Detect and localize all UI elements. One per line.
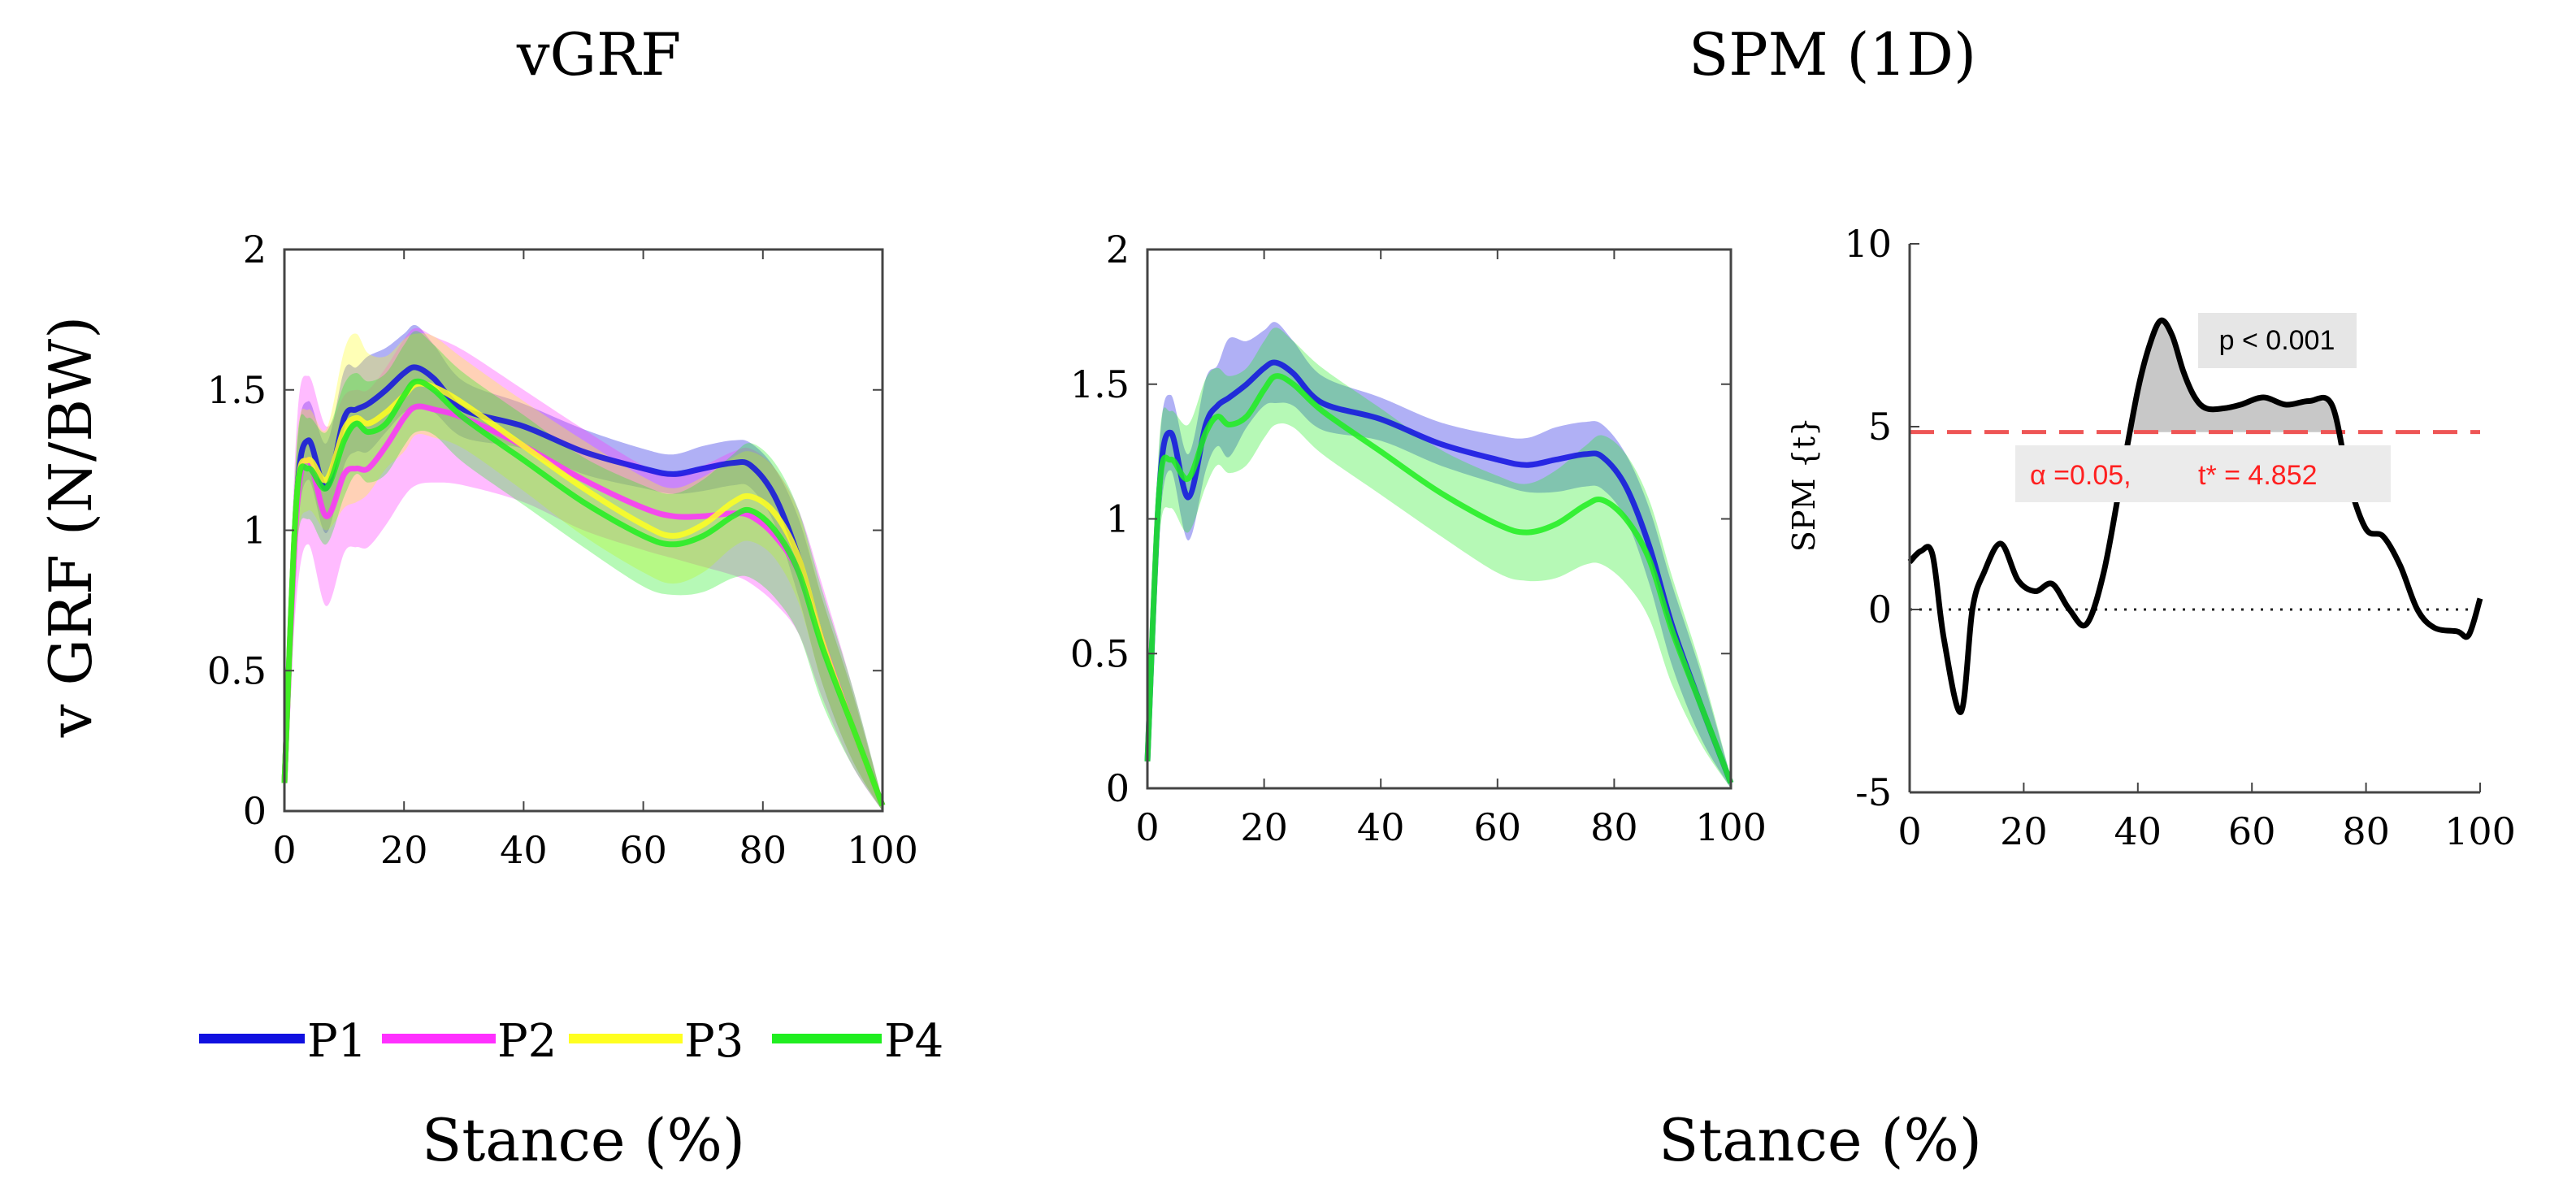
x-tick-label: 80 [739, 828, 787, 872]
legend-label-p2: P2 [497, 1015, 557, 1068]
y-tick-label: 1.5 [1070, 362, 1130, 406]
sd-band-p4 [284, 331, 883, 811]
sd-band-p2 [284, 328, 883, 811]
x-tick-label: 0 [1897, 809, 1921, 853]
legend-item-p1: P1 [199, 1015, 366, 1068]
p-value-annotation: p < 0.001 [2198, 313, 2357, 368]
vgrf-p1-p4-plot: 0 20 40 60 80 100 0 0.5 1 1.5 2 [1070, 228, 1767, 849]
x-tick-label: 20 [1240, 805, 1288, 849]
y-tick-label: 2 [1106, 228, 1130, 271]
x-tick-label: 0 [1135, 805, 1159, 849]
sd-bands [1147, 322, 1731, 789]
title-vgrf: vGRF [516, 20, 681, 89]
sd-band-p1 [1147, 322, 1731, 788]
alpha-text: α =0.05, [2030, 460, 2131, 491]
x-tick-label: 100 [1695, 805, 1767, 849]
x-tick-label: 60 [1474, 805, 1522, 849]
x-tick-label: 40 [1357, 805, 1405, 849]
mean-line-p4 [1144, 373, 1734, 784]
mean-lines [1144, 359, 1734, 784]
x-tick-label: 20 [2000, 809, 2048, 853]
mean-line-p3 [281, 380, 886, 807]
p-value-text: p < 0.001 [2219, 325, 2335, 356]
x-tick-label: 60 [619, 828, 667, 872]
legend-item-p4: P4 [772, 1015, 943, 1068]
supra-threshold-cluster [2130, 320, 2338, 432]
x-tick-label: 40 [500, 828, 548, 872]
y-tick-label: -5 [1855, 770, 1892, 814]
x-tick-label: 0 [272, 828, 296, 872]
x-axis-label-right: Stance (%) [1659, 1106, 1982, 1174]
legend-item-p2: P2 [382, 1015, 557, 1068]
y-axis-label-vgrf: v GRF (N/BW) [37, 316, 105, 738]
y-tick-label: 1.5 [207, 368, 267, 412]
spm-curve [1907, 317, 2483, 715]
x-tick-label: 100 [847, 828, 918, 872]
y-tick-label: 1 [243, 509, 267, 553]
threshold-annotation: α =0.05, t* = 4.852 [2015, 445, 2391, 502]
sd-band-p4 [1147, 328, 1731, 789]
mean-lines [281, 364, 886, 807]
y-tick-label: 0 [1868, 588, 1892, 631]
sd-bands [284, 324, 883, 812]
y-tick-label: 0.5 [207, 649, 267, 692]
y-tick-label: 10 [1844, 222, 1892, 266]
legend-label-p1: P1 [307, 1015, 366, 1068]
y-tick-label: 1 [1106, 497, 1130, 541]
x-tick-label: 20 [380, 828, 428, 872]
y-axis-label-spm: SPM {t} [1786, 417, 1822, 552]
y-tick-label: 0.5 [1070, 631, 1130, 675]
x-axis-label-left: Stance (%) [422, 1106, 745, 1174]
x-tick-label: 80 [1590, 805, 1638, 849]
threshold-box [2015, 445, 2391, 502]
legend: P1 P2 P3 P4 [199, 1015, 943, 1068]
x-tick-label: 80 [2342, 809, 2390, 853]
sd-band-p3 [284, 333, 883, 811]
title-spm: SPM (1D) [1689, 20, 1976, 89]
mean-line-p4 [281, 378, 886, 807]
y-tick-label: 2 [243, 228, 267, 271]
p-value-box [2198, 313, 2357, 368]
mean-line-p1 [1144, 359, 1734, 784]
legend-label-p4: P4 [884, 1015, 943, 1068]
x-tick-label: 40 [2114, 809, 2162, 853]
vgrf-all-plot: 0 20 40 60 80 100 0 0.5 1 1.5 2 [207, 228, 918, 872]
x-tick-label: 100 [2444, 809, 2516, 853]
y-tick-label: 5 [1868, 405, 1892, 449]
sd-band-p1 [284, 324, 883, 812]
legend-item-p3: P3 [569, 1015, 744, 1068]
y-tick-label: 0 [243, 789, 267, 833]
x-tick-label: 60 [2228, 809, 2276, 853]
threshold-text: t* = 4.852 [2198, 460, 2318, 491]
legend-label-p3: P3 [684, 1015, 744, 1068]
y-tick-label: 0 [1106, 766, 1130, 810]
